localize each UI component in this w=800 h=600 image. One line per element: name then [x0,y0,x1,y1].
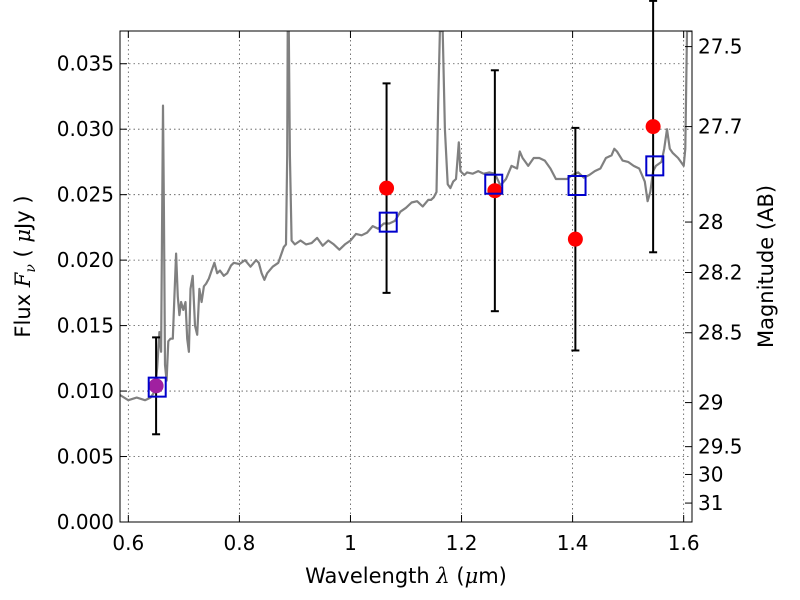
y-tick-label: 0.025 [57,183,114,207]
spectrum-series [120,31,692,402]
y-tick-label: 0.005 [57,445,114,469]
observed-point [379,180,395,196]
observed-point [567,231,583,247]
observed-point [487,183,503,199]
y2-axis-label: Magnitude (AB) [754,185,778,348]
marker-series [148,119,661,394]
grid-lines [120,31,692,523]
x-tick-label: 1 [344,531,357,555]
y-axis-label: Flux Fν ( μJy ) [11,195,39,337]
y2-tick-label: 29 [698,391,723,415]
model-square-series [147,155,665,398]
y2-tick-label: 29.5 [698,435,743,459]
y2-tick-label: 28.5 [698,321,743,345]
y2-tick-label: 28.2 [698,261,743,285]
y2-tick-label: 31 [698,491,723,515]
y-tick-label: 0.020 [57,248,114,272]
model-square [567,175,587,197]
y2-tick-label: 28 [698,210,723,234]
y-tick-label: 0.015 [57,314,114,338]
model-square [484,173,504,195]
observed-point [645,119,661,135]
model-square [147,376,167,398]
y-tick-label: 0.030 [57,117,114,141]
y2-tick-label: 30 [698,462,723,486]
plot-frame [119,30,693,523]
x-tick-label: 1.4 [557,531,589,555]
model-square [378,211,398,233]
y2-tick-label: 27.7 [698,115,743,139]
axis-ticks: 0.6 0.8 1 1.2 1.4 1.6 0.000 0.005 0.010 0.015 0.02… [57,31,743,555]
x-axis-label: Wavelength λ (μm) [305,564,507,588]
x-tick-label: 1.2 [446,531,478,555]
observed-point [148,378,164,394]
y2-tick-label: 27.5 [698,35,743,59]
x-tick-label: 0.6 [112,531,144,555]
y-tick-label: 0.035 [57,52,114,76]
errorbar-series [152,0,658,436]
model-square [645,155,665,177]
y-tick-label: 0.010 [57,379,114,403]
x-tick-label: 1.6 [668,531,700,555]
spectrum-line [120,31,692,402]
y-tick-label: 0.000 [57,510,114,534]
x-tick-label: 0.8 [223,531,255,555]
